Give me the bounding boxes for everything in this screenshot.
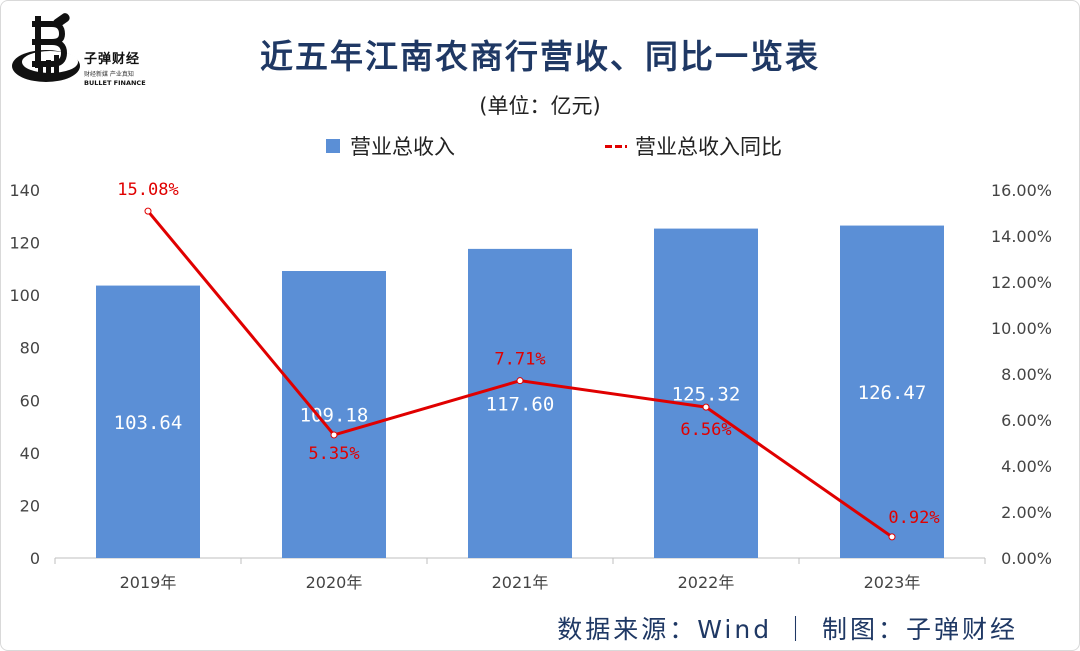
bar-value-label: 117.60 xyxy=(486,393,555,415)
y-left-tick-label: 40 xyxy=(20,444,40,463)
legend-label-revenue: 营业总收入 xyxy=(350,135,455,159)
yoy-point-label: 15.08% xyxy=(117,180,178,200)
legend-bar-swatch xyxy=(326,139,340,153)
y-left-tick-label: 0 xyxy=(30,549,40,568)
brand-logo: 子弹财经 财经新媒 产业真知 BULLET FINANCE xyxy=(8,8,148,88)
yoy-point-label: 6.56% xyxy=(680,420,731,440)
y-left-tick-label: 20 xyxy=(20,496,40,515)
x-tick-label: 2022年 xyxy=(678,573,735,592)
y-left-tick-label: 100 xyxy=(9,286,40,305)
bullet-logo-icon xyxy=(12,13,80,82)
legend-line-swatch xyxy=(605,144,627,148)
chart-unit: (单位：亿元) xyxy=(479,94,601,118)
bar xyxy=(840,225,944,558)
y-left-tick-label: 60 xyxy=(20,391,40,410)
yoy-point xyxy=(702,403,710,411)
bar-value-label: 126.47 xyxy=(858,382,927,404)
bar-value-label: 109.18 xyxy=(300,405,369,427)
bar xyxy=(654,228,758,558)
bar xyxy=(282,271,386,558)
y-right-tick-label: 0.00% xyxy=(1001,549,1052,568)
bar xyxy=(96,285,200,558)
y-right-tick-label: 16.00% xyxy=(991,181,1052,200)
y-left-tick-label: 120 xyxy=(9,234,40,253)
logo-subtitle: 财经新媒 产业真知 xyxy=(84,71,134,78)
legend-label-yoy: 营业总收入同比 xyxy=(635,135,782,159)
bar xyxy=(468,248,572,558)
yoy-point-label: 7.71% xyxy=(494,350,545,370)
data-source-footer: 数据来源：Wind ｜ 制图：子弹财经 xyxy=(557,615,1018,644)
logo-english: BULLET FINANCE xyxy=(84,79,146,87)
yoy-point-label: 5.35% xyxy=(308,444,359,464)
bar-value-label: 103.64 xyxy=(114,412,183,434)
y-right-tick-label: 14.00% xyxy=(991,227,1052,246)
yoy-point-label: 0.92% xyxy=(888,508,939,528)
yoy-point xyxy=(144,207,152,215)
y-right-tick-label: 2.00% xyxy=(1001,503,1052,522)
legend: 营业总收入 营业总收入同比 xyxy=(0,131,1080,161)
bar-value-label: 125.32 xyxy=(672,383,741,405)
yoy-point xyxy=(330,431,338,439)
legend-item-yoy: 营业总收入同比 xyxy=(605,131,782,161)
x-tick-label: 2021年 xyxy=(492,573,549,592)
legend-item-revenue: 营业总收入 xyxy=(326,131,455,161)
y-left-tick-label: 140 xyxy=(9,181,40,200)
chart-title: 近五年江南农商行营收、同比一览表 xyxy=(260,37,820,76)
y-right-tick-label: 8.00% xyxy=(1001,365,1052,384)
y-right-tick-label: 10.00% xyxy=(991,319,1052,338)
y-right-tick-label: 6.00% xyxy=(1001,411,1052,430)
y-left-tick-label: 80 xyxy=(20,339,40,358)
yoy-point xyxy=(516,377,524,385)
logo-name: 子弹财经 xyxy=(84,52,141,67)
y-right-tick-label: 4.00% xyxy=(1001,457,1052,476)
x-tick-label: 2019年 xyxy=(120,573,177,592)
x-tick-label: 2023年 xyxy=(864,573,921,592)
yoy-point xyxy=(888,533,896,541)
x-tick-label: 2020年 xyxy=(306,573,363,592)
y-right-tick-label: 12.00% xyxy=(991,273,1052,292)
